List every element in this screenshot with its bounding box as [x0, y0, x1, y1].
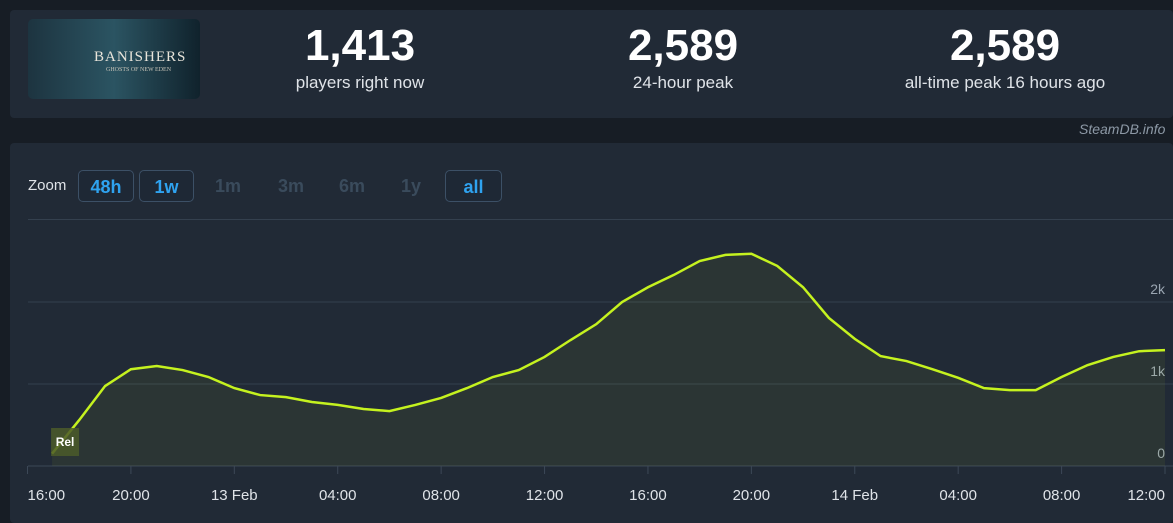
- y-tick-label: 2k: [1150, 281, 1166, 297]
- zoom-button[interactable]: 6m: [338, 176, 365, 196]
- stat-value: 2,589: [949, 21, 1061, 70]
- header-panel: [10, 10, 1173, 118]
- stat-label: players right now: [295, 73, 425, 92]
- x-tick-label: 12:00: [526, 487, 564, 504]
- annotation-flag: [51, 428, 80, 456]
- stat-value: 1,413: [304, 21, 416, 70]
- x-tick-label: 13 Feb: [211, 487, 258, 504]
- x-tick-label: 20:00: [112, 487, 150, 504]
- y-tick-label: 0: [1157, 445, 1165, 461]
- series-area: [52, 253, 1165, 466]
- watermark[interactable]: SteamDB.info: [1079, 121, 1166, 137]
- stat: 2,589 24-hour peak: [533, 20, 833, 94]
- x-tick-label: 16:00: [629, 487, 667, 504]
- stat: 2,589 all-time peak 16 hours ago: [855, 20, 1155, 94]
- x-tick-label: 20:00: [733, 487, 771, 504]
- zoom-label: Zoom: [28, 177, 67, 194]
- zoom-button[interactable]: 1w: [139, 170, 194, 202]
- x-tick-label: 04:00: [939, 487, 977, 504]
- x-tick-label: 08:00: [422, 487, 460, 504]
- x-tick-label: 14 Feb: [831, 487, 878, 504]
- game-logo[interactable]: BANISHERS GHOSTS OF NEW EDEN: [28, 19, 200, 99]
- stat-label: all-time peak 16 hours ago: [904, 73, 1106, 92]
- zoom-button[interactable]: 1y: [400, 176, 422, 196]
- annotation-label: Rel: [56, 435, 75, 449]
- zoom-button[interactable]: 1m: [214, 176, 241, 196]
- stat-label: 24-hour peak: [632, 73, 734, 92]
- x-tick-label: 12:00: [1127, 487, 1165, 504]
- logo-subtitle: GHOSTS OF NEW EDEN: [106, 67, 172, 73]
- chart-panel: [10, 143, 1173, 523]
- stat-value: 2,589: [627, 21, 739, 70]
- y-tick-label: 1k: [1150, 363, 1166, 379]
- x-tick-label: 04:00: [319, 487, 357, 504]
- x-tick-label: 16:00: [28, 487, 66, 504]
- zoom-button[interactable]: 48h: [78, 170, 134, 202]
- stat: 1,413 players right now: [210, 20, 510, 94]
- x-tick-label: 08:00: [1043, 487, 1081, 504]
- logo-title: BANISHERS: [94, 49, 187, 65]
- zoom-button[interactable]: 3m: [277, 176, 304, 196]
- series-line: [51, 252, 1166, 455]
- zoom-button[interactable]: all: [445, 170, 502, 202]
